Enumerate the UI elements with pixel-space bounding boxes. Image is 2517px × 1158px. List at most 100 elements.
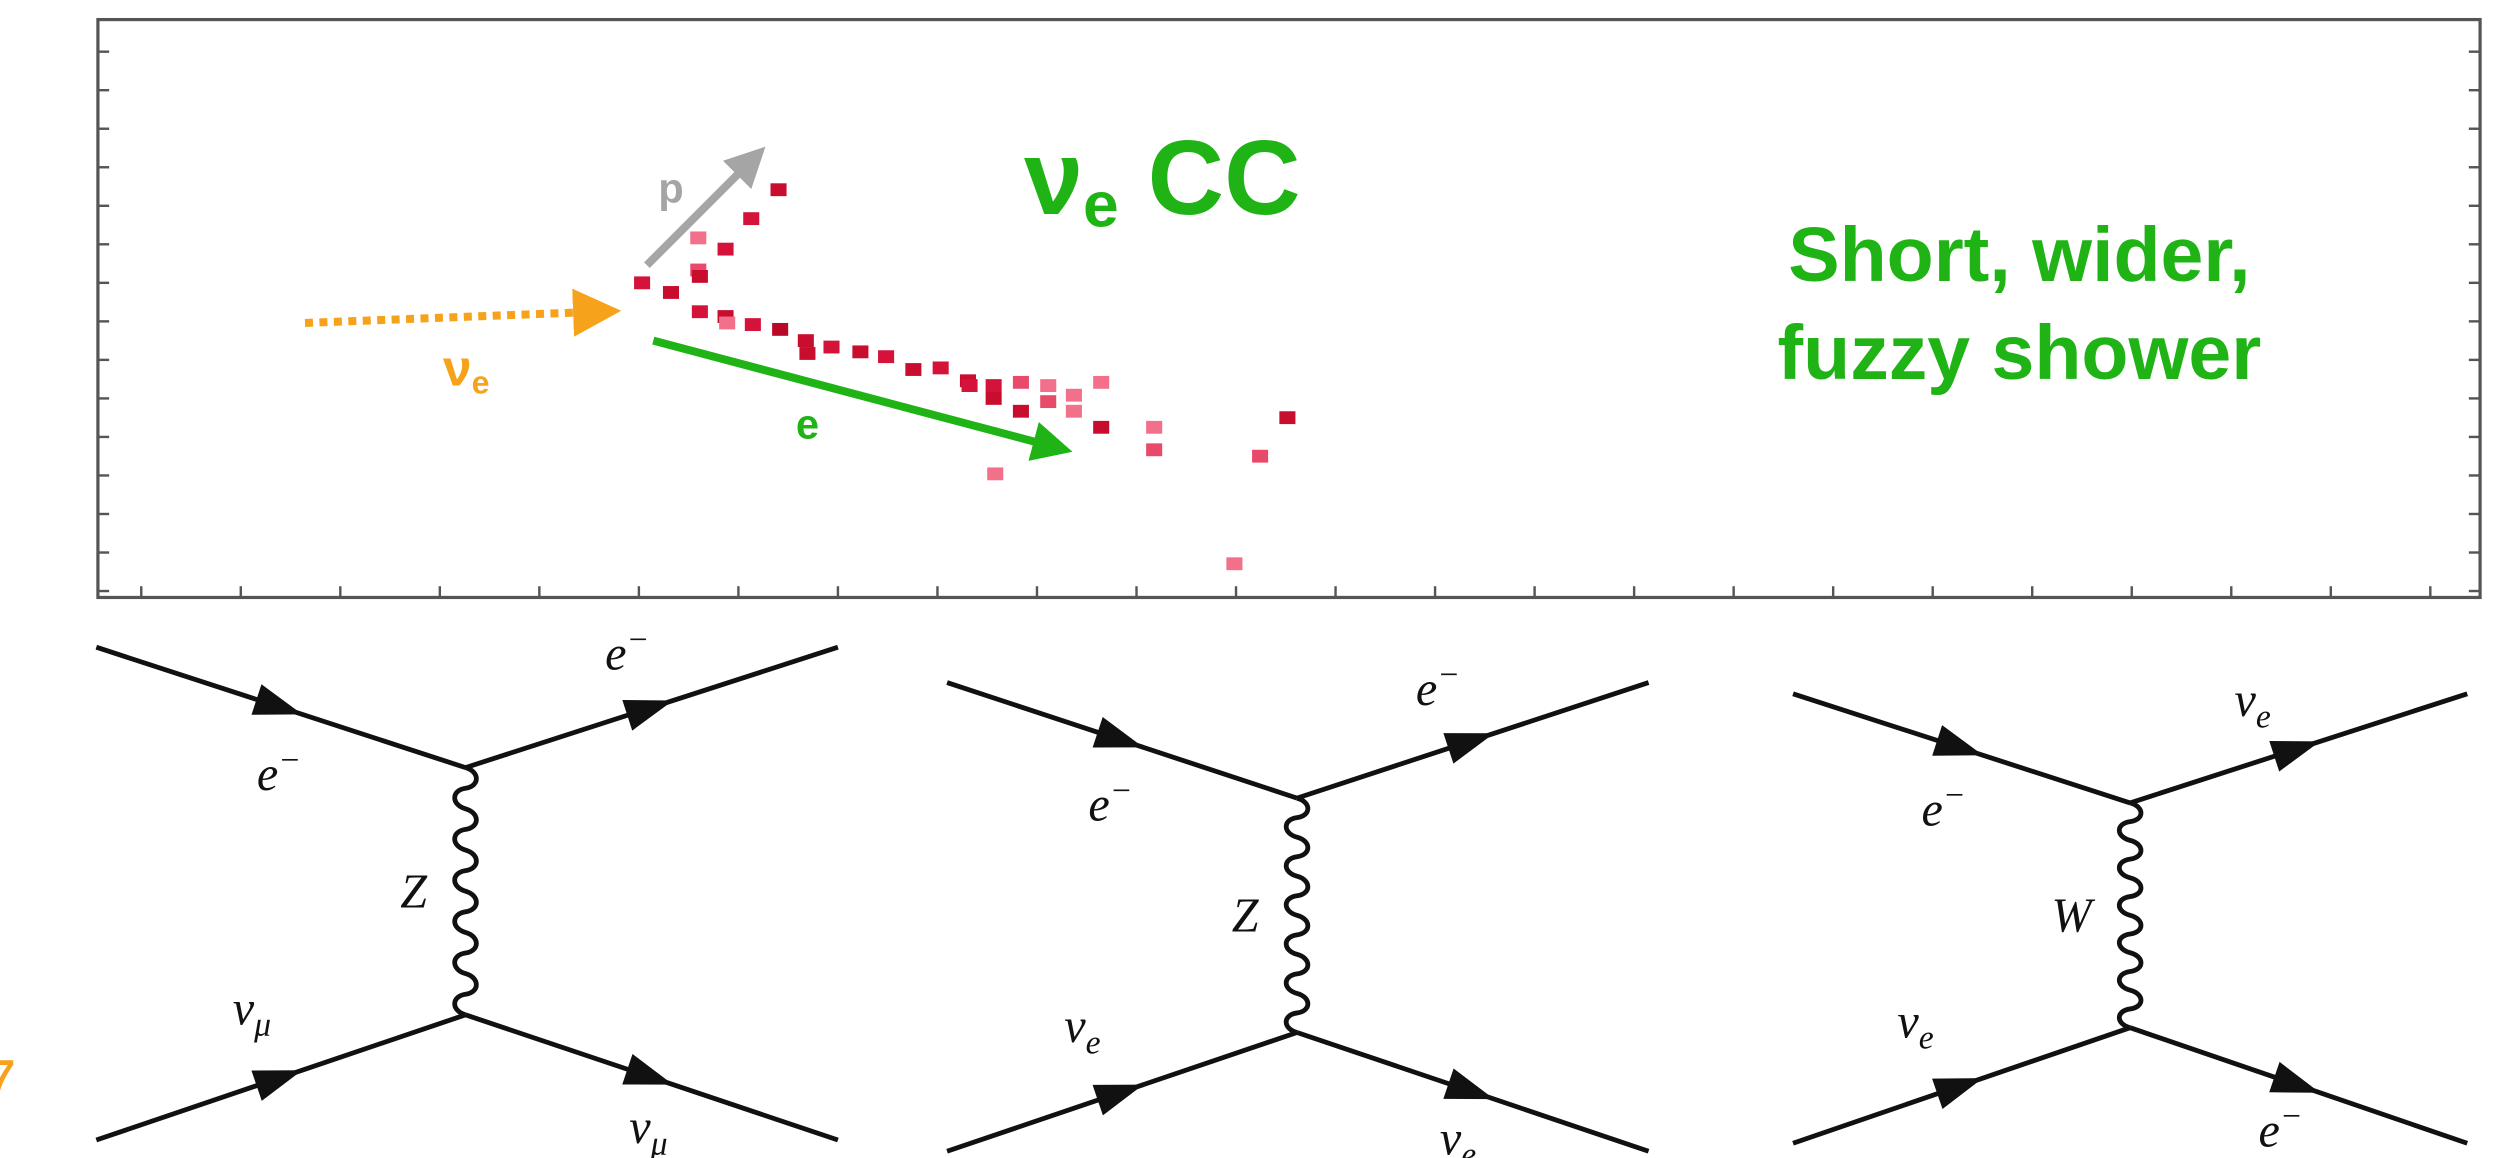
symbol: ν: [1897, 995, 1919, 1048]
fermion-arrow: [2269, 726, 2325, 771]
symbol: e: [1921, 783, 1942, 836]
hit: [1066, 405, 1082, 418]
subscript: e: [2256, 698, 2271, 735]
fermion-arrow: [1932, 1063, 1988, 1109]
fermion-arrow: [1932, 725, 1988, 770]
particle-label: νe: [1897, 995, 1933, 1056]
edge-text: 7: [0, 1047, 16, 1119]
symbol: ν: [1064, 1000, 1086, 1053]
hit: [1013, 405, 1029, 418]
fermion-arrow: [622, 685, 678, 730]
hit: [745, 318, 761, 331]
hit: [719, 317, 735, 330]
fermion-arrow: [252, 684, 308, 729]
boson-line: [455, 768, 477, 1015]
symbol: e: [257, 748, 278, 801]
hit: [1226, 557, 1242, 570]
superscript: −: [278, 742, 301, 779]
fermion-arrow: [622, 1054, 678, 1100]
hit: [986, 379, 1002, 392]
superscript: −: [1437, 657, 1460, 694]
particle-label: e−: [1088, 772, 1132, 831]
subscript: e: [472, 365, 490, 401]
particle-label: νe: [2234, 674, 2270, 735]
boson-line: [1286, 798, 1308, 1032]
particle-label: e−: [1921, 777, 1965, 836]
hit: [852, 345, 868, 358]
subscript: e: [1086, 1024, 1101, 1061]
symbol: e: [1088, 779, 1109, 832]
hit: [1066, 389, 1082, 402]
superscript: −: [2280, 1098, 2303, 1135]
hit: [1279, 411, 1295, 424]
hit: [962, 379, 978, 392]
hit: [634, 276, 650, 289]
symbol: ν: [1440, 1112, 1462, 1158]
hit: [905, 363, 921, 376]
hit: [986, 392, 1002, 405]
symbol: ν: [629, 1101, 651, 1154]
description-line: Short, wider,: [1788, 212, 2250, 298]
frame: [98, 20, 2480, 598]
hit: [933, 361, 949, 374]
hit: [878, 350, 894, 363]
fermion-arrow: [1443, 718, 1499, 764]
hit: [1093, 376, 1109, 389]
hit: [690, 231, 706, 244]
hit: [987, 467, 1003, 480]
hit: [718, 243, 734, 256]
subscript: e: [1919, 1020, 1934, 1057]
subscript: e: [1083, 169, 1119, 241]
hit: [1146, 443, 1162, 456]
particle-label: νμ: [233, 982, 271, 1043]
boson-label: Z: [400, 865, 428, 918]
fermion-arrow: [1093, 717, 1149, 763]
particle-label: νμ: [629, 1101, 667, 1158]
symbol: ν: [1024, 119, 1083, 237]
hit: [692, 270, 708, 283]
fermion-arrow: [251, 1055, 307, 1101]
superscript: −: [1943, 777, 1966, 814]
hit: [823, 341, 839, 354]
symbol: e: [2259, 1104, 2280, 1157]
subscript: μ: [253, 1007, 271, 1044]
particle-label: νe: [1440, 1112, 1476, 1158]
particle-label: e−: [257, 742, 301, 801]
hit: [692, 305, 708, 318]
hit: [771, 183, 787, 196]
electron-label: e: [796, 401, 819, 448]
superscript: −: [1110, 772, 1133, 809]
particle-label: e−: [605, 621, 649, 680]
boson-line: [2119, 803, 2141, 1028]
symbol: ν: [233, 982, 255, 1035]
hit: [663, 286, 679, 299]
hit: [1040, 379, 1056, 392]
hit: [1040, 395, 1056, 408]
superscript: −: [627, 621, 650, 658]
symbol: e: [1416, 663, 1437, 716]
hit: [743, 212, 759, 225]
hit: [1093, 421, 1109, 434]
hit: [1013, 376, 1029, 389]
fermion-arrow: [1093, 1069, 1149, 1115]
subscript: e: [1461, 1137, 1476, 1158]
hit: [1252, 450, 1268, 463]
hit: [1146, 421, 1162, 434]
subscript: μ: [650, 1125, 668, 1158]
description-line: fuzzy shower: [1777, 310, 2261, 396]
particle-label: e−: [1416, 657, 1460, 716]
boson-label: Z: [1232, 889, 1260, 942]
symbol: ν: [2234, 674, 2256, 727]
page: p νe e νeCC Short, wider, fuzzy shower 7…: [0, 0, 2517, 1158]
symbol: ν: [443, 340, 472, 397]
hit: [799, 347, 815, 360]
particle-label: e−: [2259, 1098, 2303, 1157]
hit: [772, 323, 788, 336]
particle-label: νe: [1064, 1000, 1100, 1061]
